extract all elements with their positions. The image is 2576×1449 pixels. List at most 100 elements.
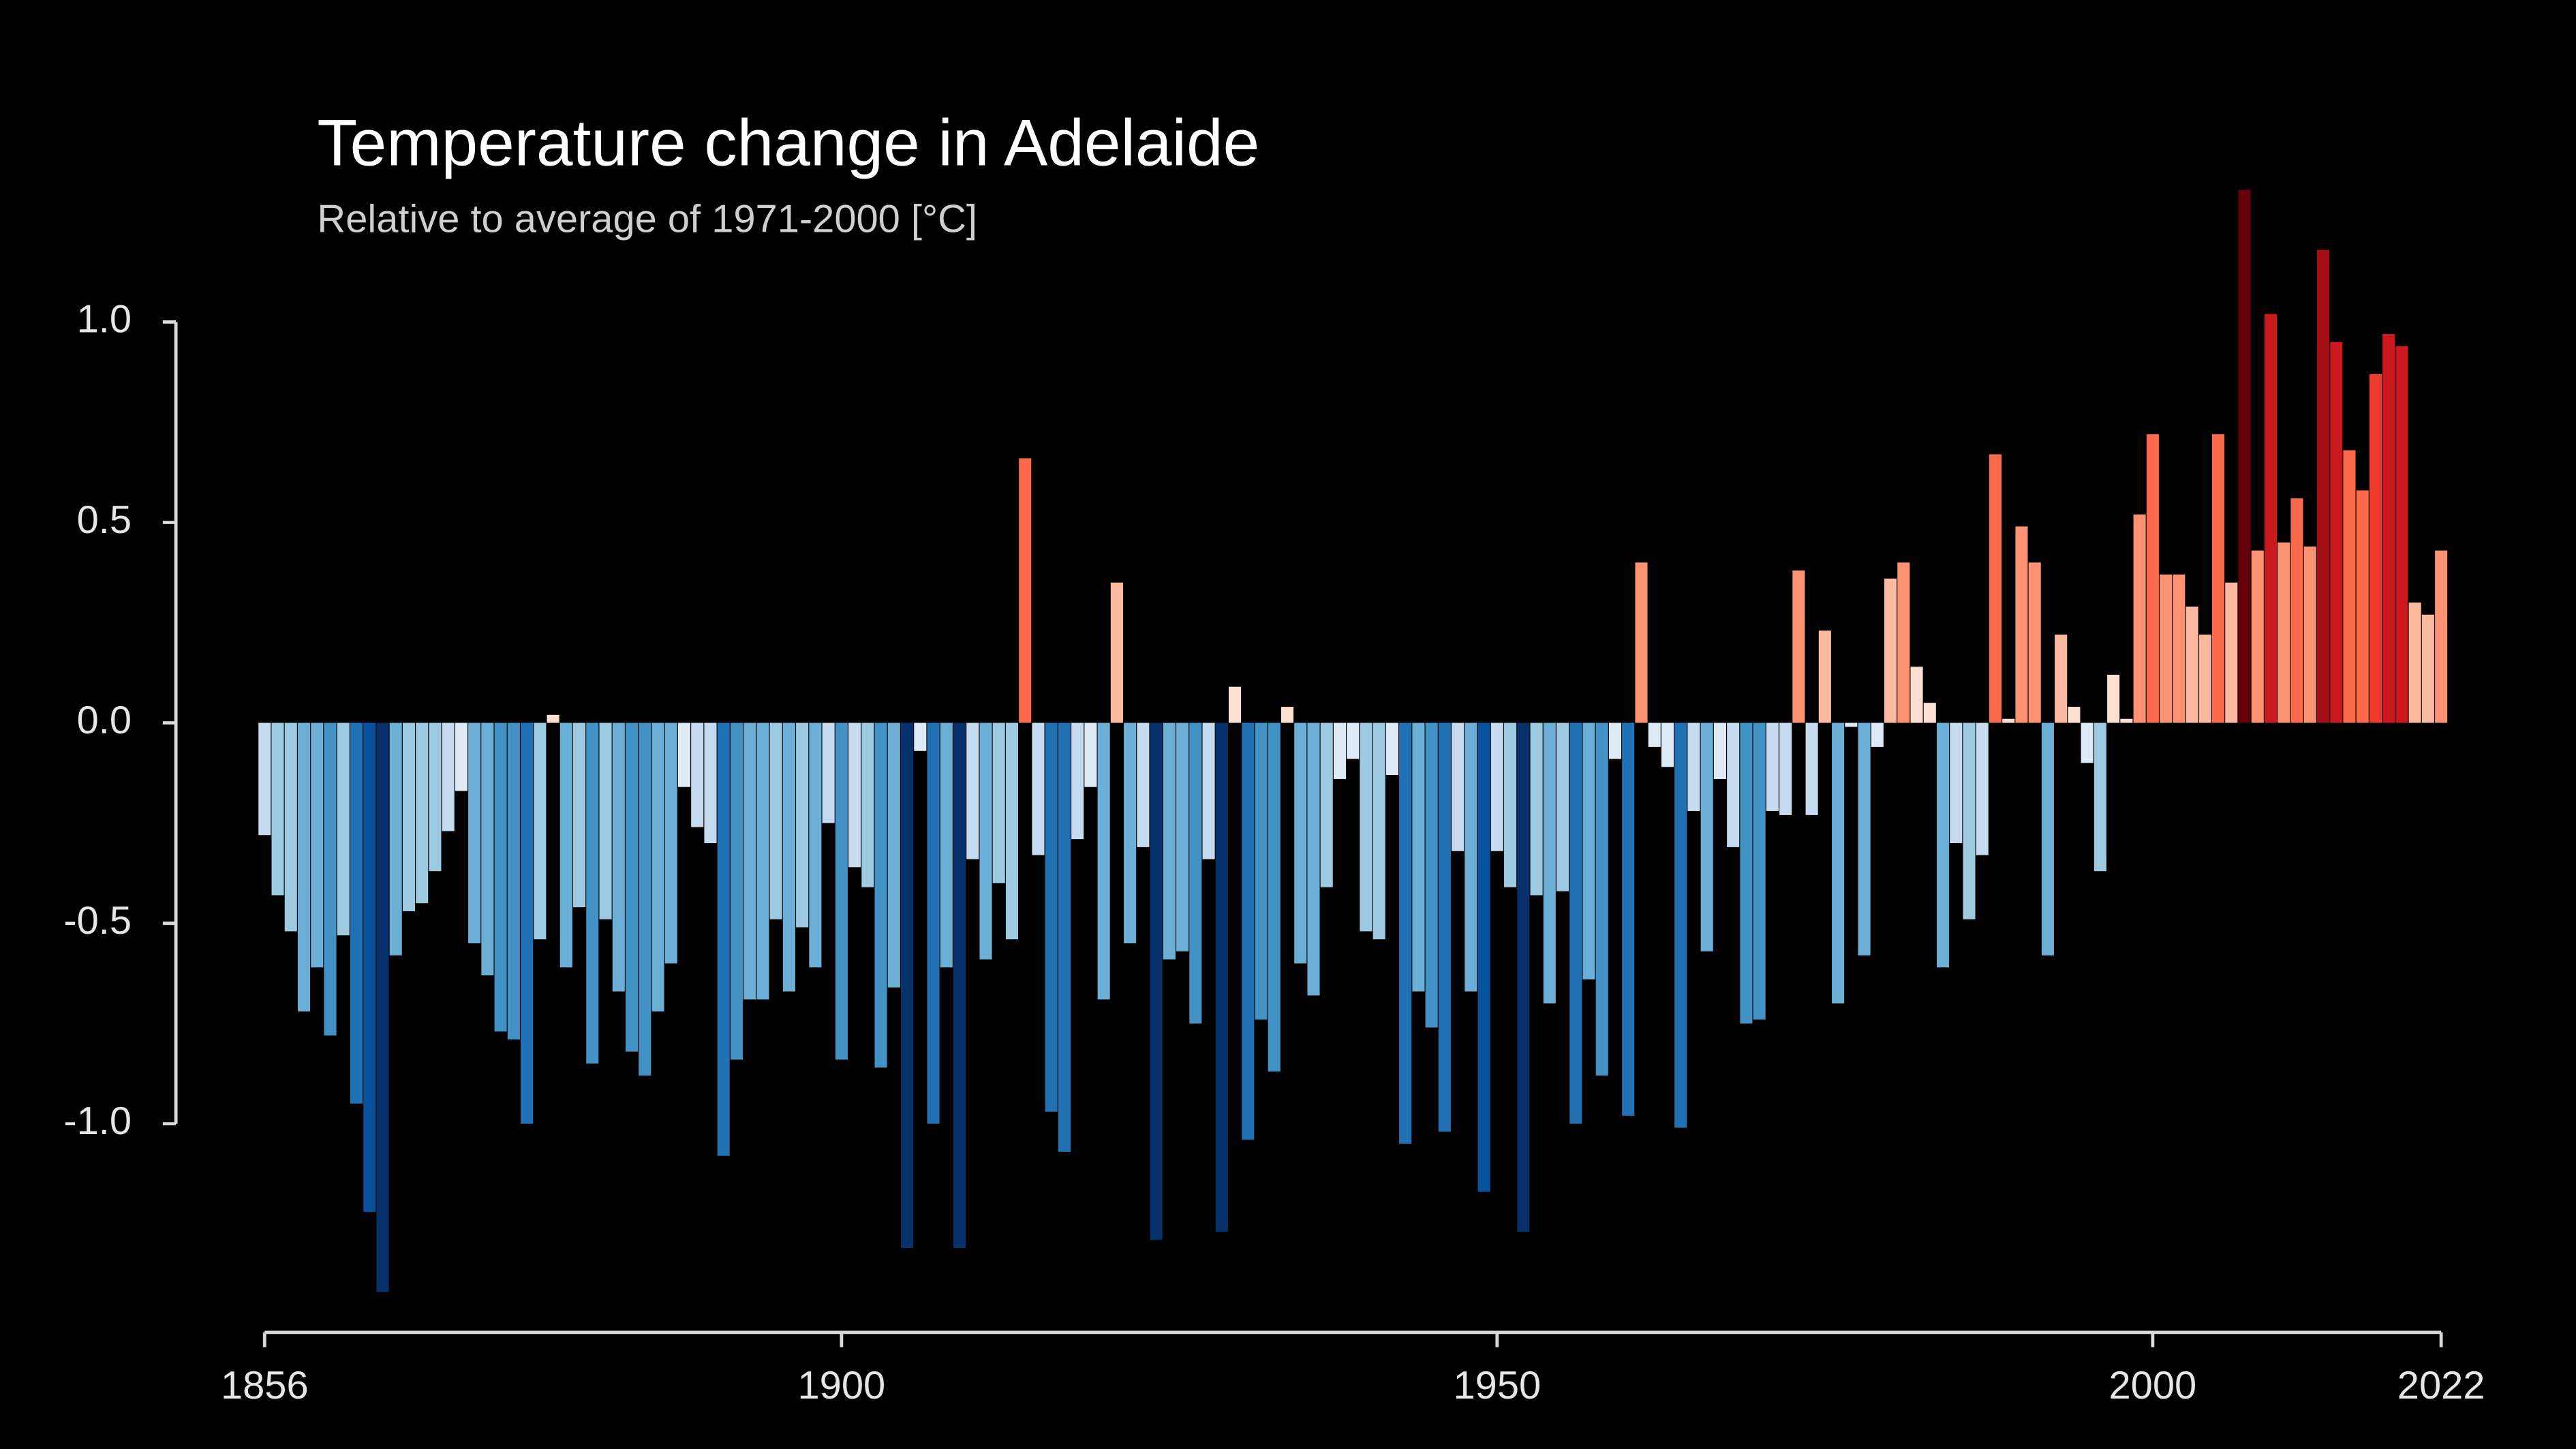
bar bbox=[1465, 722, 1477, 992]
bar bbox=[1517, 722, 1530, 1232]
bar bbox=[1242, 722, 1255, 1140]
bar bbox=[1792, 570, 1805, 723]
bar bbox=[1608, 722, 1622, 759]
bar bbox=[1700, 722, 1713, 951]
chart-title: Temperature change in Adelaide bbox=[317, 106, 1259, 179]
bar bbox=[730, 722, 743, 1060]
bar bbox=[1871, 722, 1884, 747]
bar bbox=[2382, 334, 2395, 723]
bar bbox=[861, 722, 874, 887]
bar bbox=[1347, 722, 1360, 759]
bar bbox=[1595, 722, 1608, 1076]
bar bbox=[429, 722, 442, 872]
bar bbox=[901, 722, 914, 1249]
bar bbox=[2133, 514, 2146, 723]
bar bbox=[2068, 707, 2081, 723]
bar bbox=[782, 722, 795, 992]
bar bbox=[1569, 722, 1582, 1124]
bar bbox=[2278, 542, 2290, 723]
bar bbox=[1950, 722, 1963, 844]
x-tick-label: 1900 bbox=[798, 1364, 886, 1407]
bar bbox=[2212, 434, 2225, 723]
bar bbox=[1727, 722, 1740, 847]
bar bbox=[2330, 341, 2343, 723]
bar bbox=[992, 722, 1005, 883]
bar bbox=[2356, 490, 2369, 723]
bar bbox=[1989, 454, 2002, 723]
bar bbox=[1202, 722, 1215, 859]
bar bbox=[1150, 722, 1163, 1240]
bar bbox=[677, 722, 691, 787]
bar bbox=[2120, 718, 2133, 723]
bar bbox=[1058, 722, 1071, 1152]
bar bbox=[1622, 722, 1635, 1116]
bar bbox=[350, 722, 363, 1104]
x-tick-label: 2000 bbox=[2109, 1364, 2197, 1407]
bar bbox=[1307, 722, 1320, 996]
bar bbox=[887, 722, 900, 988]
bar bbox=[2055, 635, 2068, 723]
bar bbox=[1255, 722, 1268, 1020]
bar bbox=[1766, 722, 1779, 811]
bar bbox=[2002, 718, 2015, 723]
bar bbox=[1557, 722, 1569, 891]
bar bbox=[1320, 722, 1333, 887]
bar bbox=[1124, 722, 1137, 944]
bar bbox=[1713, 722, 1726, 779]
bar bbox=[835, 722, 848, 1060]
bar bbox=[1360, 722, 1373, 932]
bar bbox=[2094, 722, 2106, 872]
bar bbox=[1005, 722, 1019, 940]
bar bbox=[1163, 722, 1176, 960]
bar bbox=[547, 714, 559, 723]
bar bbox=[1229, 686, 1242, 723]
bar bbox=[1976, 722, 1989, 855]
x-tick-label: 1950 bbox=[1454, 1364, 1542, 1407]
bar bbox=[2369, 373, 2382, 723]
bar bbox=[586, 722, 599, 1064]
bar bbox=[1504, 722, 1517, 887]
bar bbox=[599, 722, 612, 919]
y-tick-label: -1.0 bbox=[63, 1099, 132, 1143]
bar bbox=[1438, 722, 1451, 1132]
bar bbox=[1189, 722, 1202, 1024]
bar bbox=[507, 722, 520, 1040]
bar bbox=[1110, 582, 1123, 723]
bar bbox=[363, 722, 376, 1212]
bar bbox=[2225, 582, 2238, 723]
bar bbox=[389, 722, 402, 956]
bar bbox=[297, 722, 311, 1012]
bar bbox=[1477, 722, 1490, 1192]
bar bbox=[2395, 346, 2408, 723]
bar bbox=[769, 722, 782, 919]
bar bbox=[402, 722, 415, 912]
bar bbox=[1818, 630, 1831, 723]
bar bbox=[1373, 722, 1385, 940]
bar bbox=[2435, 550, 2448, 723]
bar bbox=[1779, 722, 1792, 815]
bar bbox=[416, 722, 429, 904]
bar bbox=[1045, 722, 1058, 1112]
bar bbox=[258, 722, 271, 836]
bar bbox=[953, 722, 966, 1249]
bar bbox=[559, 722, 572, 968]
bar bbox=[1176, 722, 1189, 951]
bar bbox=[1137, 722, 1150, 847]
bar bbox=[874, 722, 887, 1068]
bar bbox=[717, 722, 730, 1156]
bar bbox=[2303, 546, 2316, 723]
bar bbox=[1385, 722, 1398, 776]
bar bbox=[2015, 526, 2028, 723]
bar bbox=[521, 722, 534, 1124]
bar bbox=[940, 722, 953, 968]
bar bbox=[1661, 722, 1674, 767]
bar bbox=[2081, 722, 2094, 763]
bar bbox=[1740, 722, 1753, 1024]
bar bbox=[1032, 722, 1045, 855]
bar bbox=[1084, 722, 1097, 787]
bar bbox=[1543, 722, 1556, 1004]
bar bbox=[1832, 722, 1845, 1004]
bar bbox=[1425, 722, 1438, 1028]
bar bbox=[809, 722, 822, 968]
bar bbox=[2251, 550, 2264, 723]
